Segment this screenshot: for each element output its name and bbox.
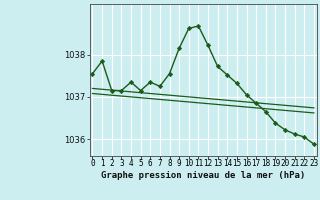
X-axis label: Graphe pression niveau de la mer (hPa): Graphe pression niveau de la mer (hPa): [101, 171, 305, 180]
